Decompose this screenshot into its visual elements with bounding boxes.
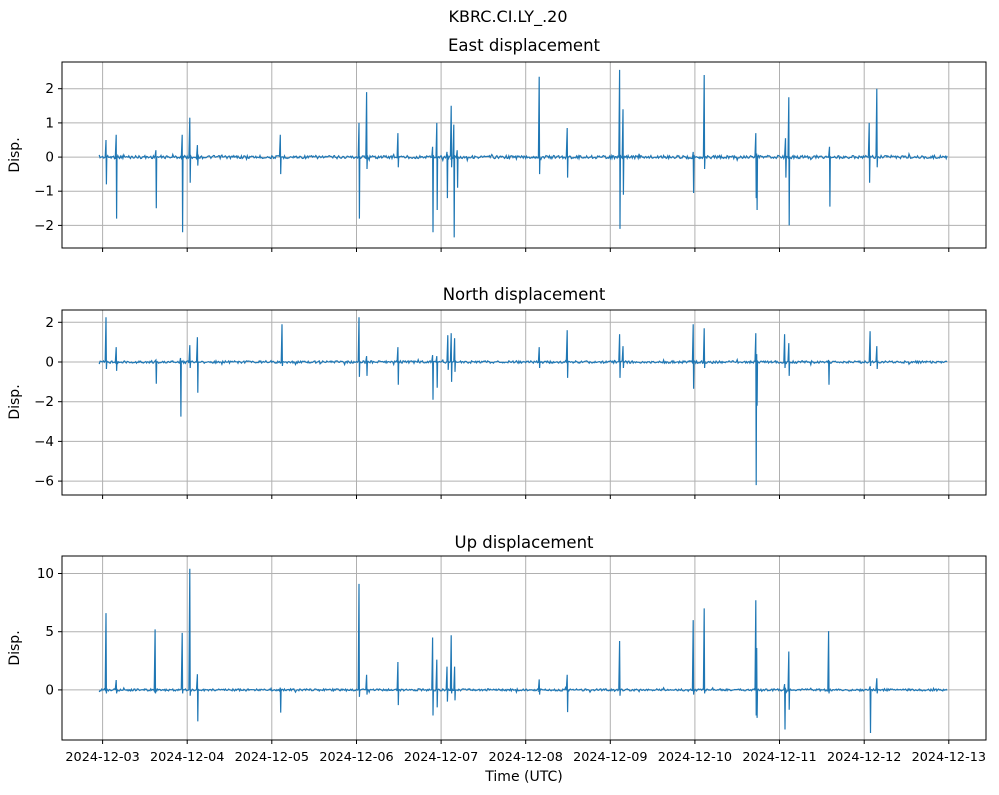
ylabel-east: Disp. — [7, 137, 23, 173]
y-tick-label: 1 — [45, 115, 54, 131]
y-tick-label: 2 — [45, 315, 54, 331]
y-tick-label: −2 — [34, 218, 54, 234]
x-tick-label: 2024-12-07 — [404, 750, 478, 765]
x-tick-label: 2024-12-09 — [573, 750, 647, 765]
axes-spine — [61, 309, 987, 496]
y-tick-label: −4 — [34, 434, 54, 450]
subplot-title-up: Up displacement — [454, 533, 594, 552]
y-tick-label: 0 — [45, 682, 54, 698]
x-tick-label: 2024-12-03 — [65, 750, 139, 765]
y-tick-label: 5 — [45, 624, 54, 640]
y-tick-label: −1 — [34, 184, 54, 200]
x-tick-label: 2024-12-13 — [912, 750, 986, 765]
y-tick-label: 0 — [45, 150, 54, 166]
subplot-title-east: East displacement — [447, 36, 601, 55]
data-line — [98, 69, 948, 238]
axes-spine — [61, 61, 987, 249]
y-tick-label: −2 — [34, 394, 54, 410]
x-tick-label: 2024-12-10 — [658, 750, 732, 765]
xlabel: Time (UTC) — [485, 769, 563, 785]
y-tick-label: −6 — [34, 474, 54, 490]
x-tick-label: 2024-12-06 — [319, 750, 393, 765]
figure-title: KBRC.CI.LY_.20 — [448, 7, 568, 26]
subplot-title-north: North displacement — [442, 285, 606, 304]
ylabel-up: Disp. — [7, 630, 23, 666]
y-tick-label: 0 — [45, 355, 54, 371]
x-tick-label: 2024-12-05 — [235, 750, 309, 765]
y-tick-label: 10 — [37, 566, 54, 582]
x-tick-label: 2024-12-08 — [489, 750, 563, 765]
data-line — [98, 317, 948, 486]
data-line — [98, 568, 948, 734]
axes-spine — [61, 555, 987, 741]
y-tick-label: 2 — [45, 81, 54, 97]
x-tick-label: 2024-12-11 — [742, 750, 816, 765]
ylabel-north: Disp. — [7, 384, 23, 420]
x-tick-label: 2024-12-12 — [827, 750, 901, 765]
x-tick-label: 2024-12-04 — [150, 750, 224, 765]
